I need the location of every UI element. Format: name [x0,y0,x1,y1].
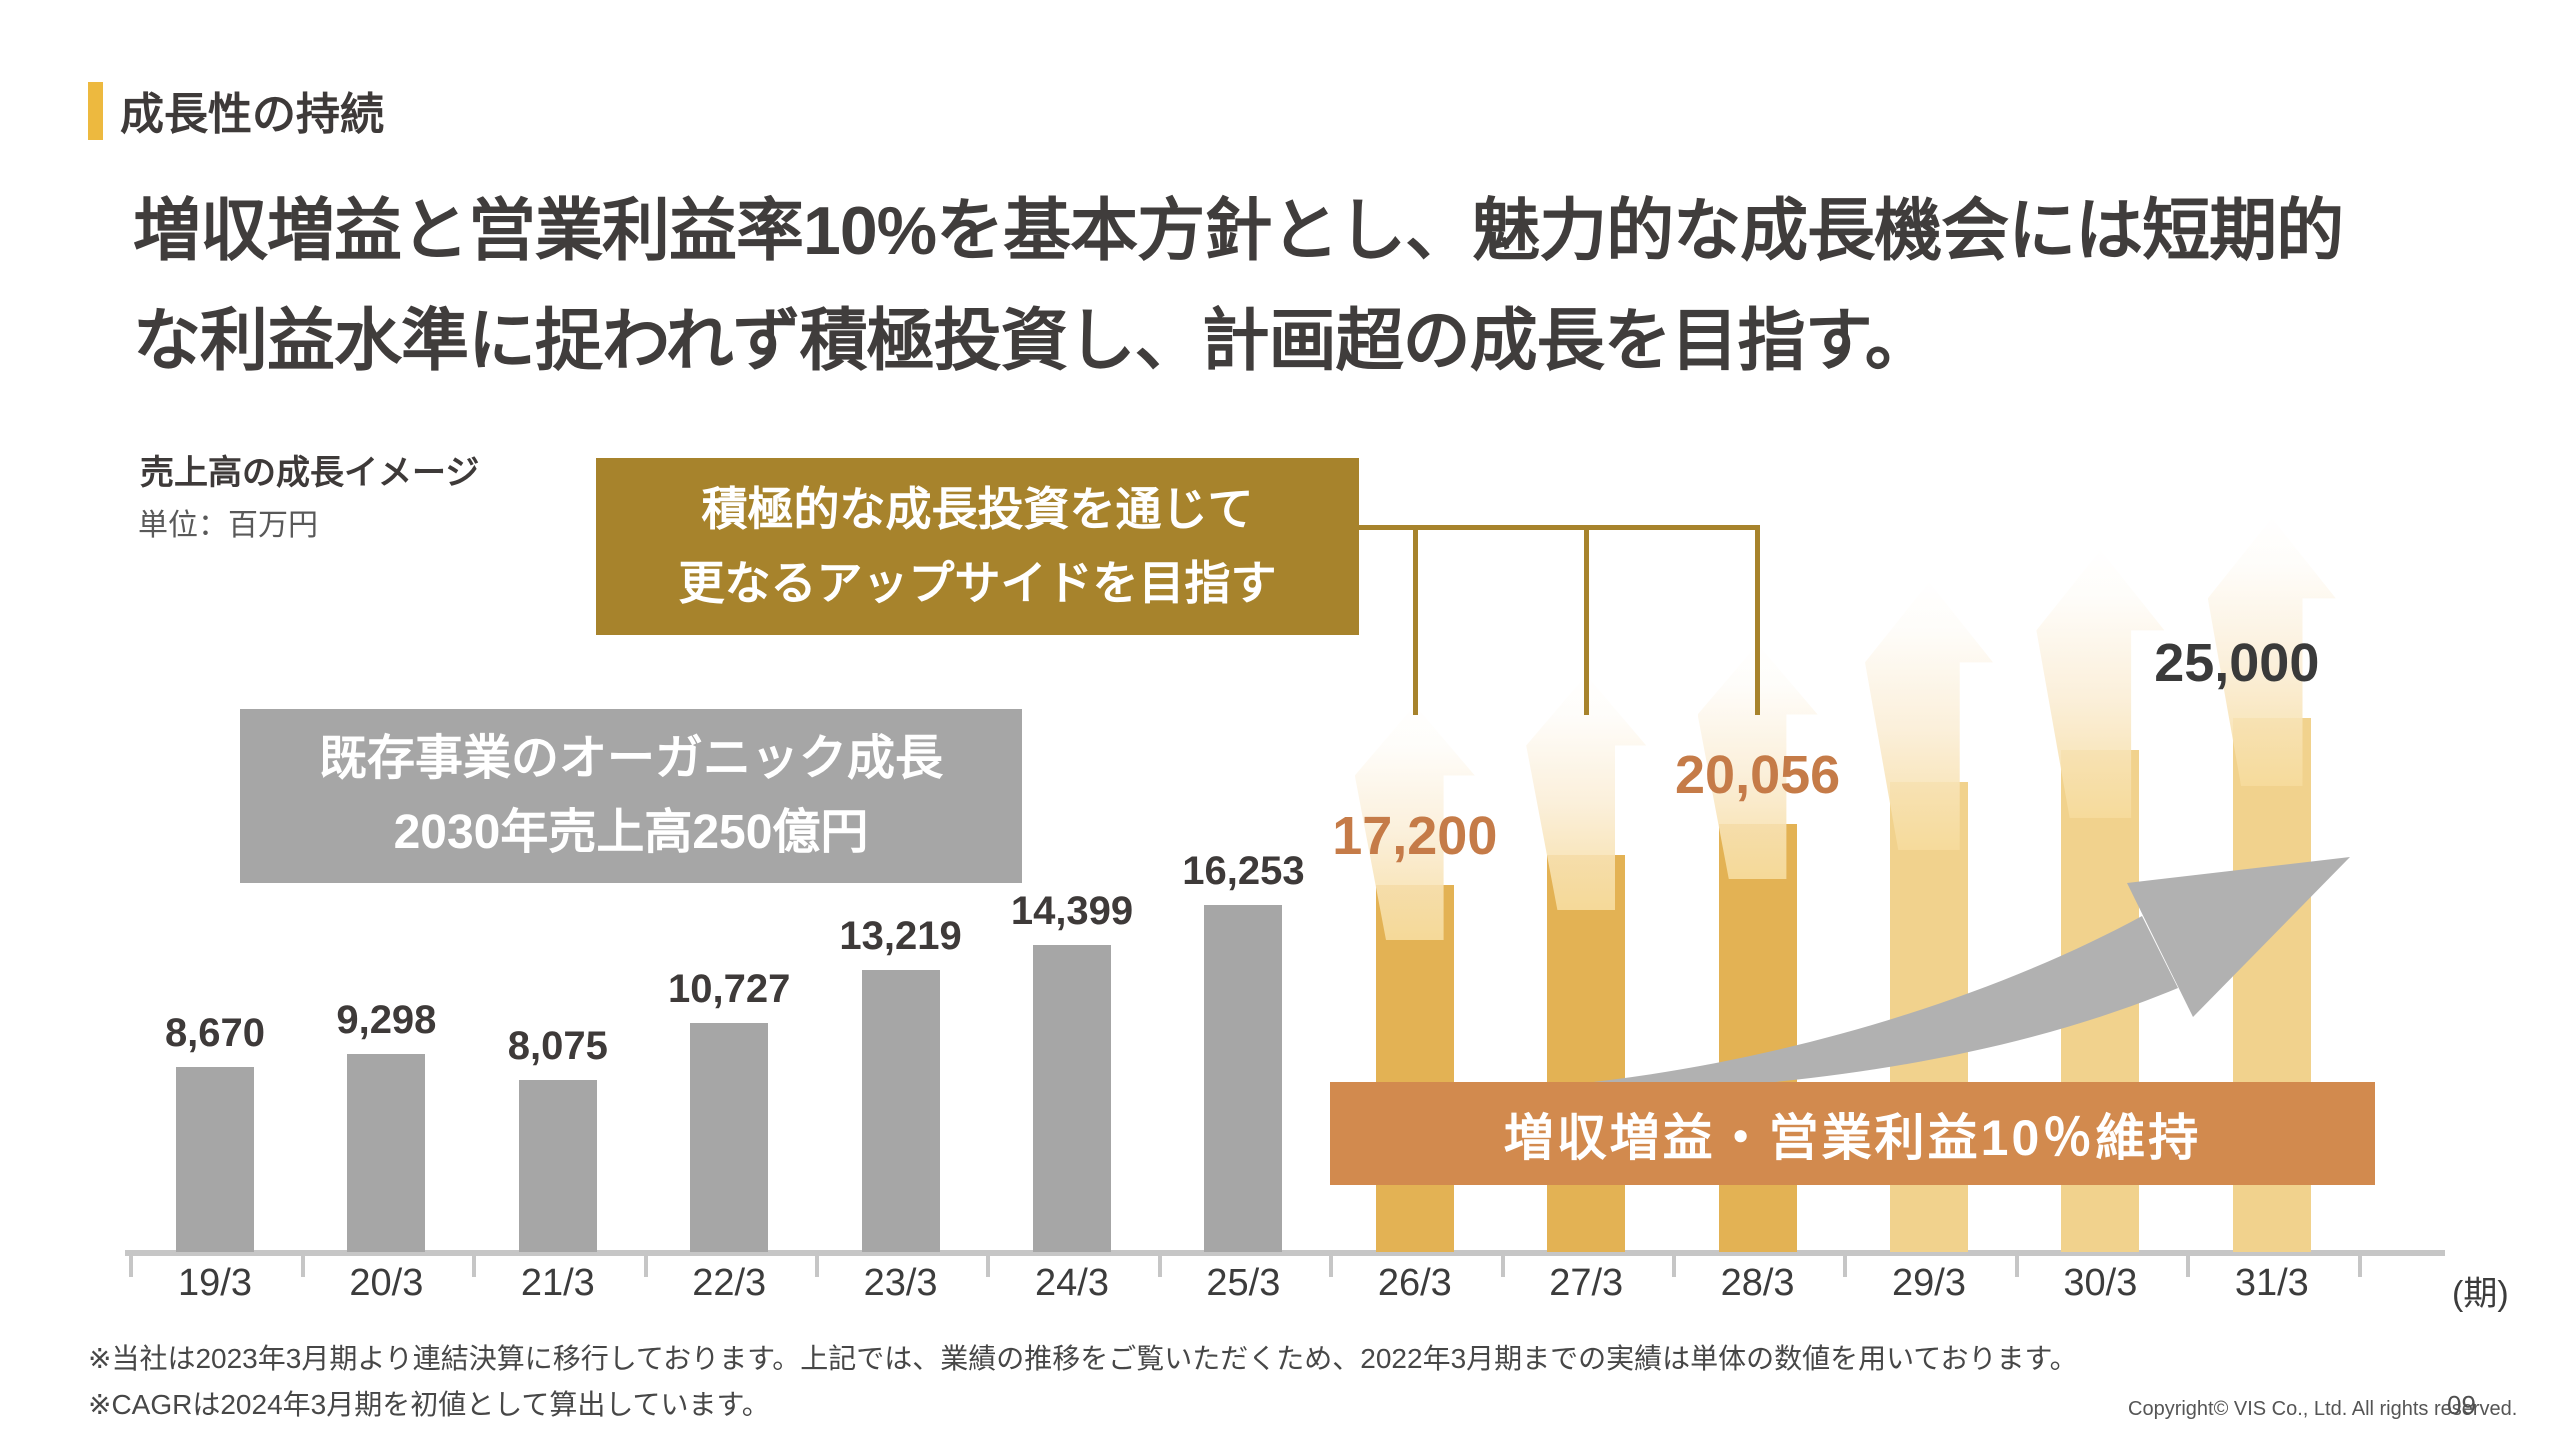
profit-banner: 増収増益・営業利益10％維持 [1330,1082,2375,1185]
bar-24/3 [1033,945,1111,1252]
axis-tick [1501,1256,1505,1277]
growth-up-arrow-icon [1865,582,1993,850]
bar-value-label-20/3: 9,298 [336,998,437,1042]
axis-tick [2186,1256,2190,1277]
axis-tick [1158,1256,1162,1277]
bar-value-label-28/3: 20,056 [1675,745,1841,805]
copyright-text: Copyright© VIS Co., Ltd. All rights rese… [2128,1398,2518,1420]
bar-26/3 [1375,885,1454,1252]
gold-callout-box: 積極的な成長投資を通じて 更なるアップサイドを目指す [596,458,1359,635]
chart-unit-label: 単位：百万円 [138,509,318,542]
axis-tick [1329,1256,1333,1277]
axis-tick [129,1256,133,1277]
callout-bracket-tick-1 [1413,525,1418,715]
bar-value-label-19/3: 8,670 [164,1011,266,1055]
axis-label-25/3: 25/3 [1206,1262,1281,1304]
axis-label-24/3: 24/3 [1035,1262,1109,1304]
bar-value-label-23/3: 13,219 [839,914,962,958]
bar-value-label-25/3: 16,253 [1182,849,1305,893]
bar-25/3 [1204,905,1283,1252]
bar-value-label-22/3: 10,727 [668,967,791,1011]
bar-27/3 [1547,855,1626,1252]
x-axis-line [125,1250,2445,1256]
footnote-2: ※CAGRは2024年3月期を初値として算出しています。 [88,1389,770,1420]
main-title-line-1: 増収増益と営業利益率10%を基本方針とし、魅力的な成長機会には短期的 [133,193,2344,269]
gray-callout-line-2: 2030年売上高250億円 [393,806,869,859]
axis-tick [644,1256,648,1277]
bar-value-label-24/3: 14,399 [1010,889,1134,933]
bar-value-label-31/3: 25,000 [2154,633,2320,693]
growth-swoosh-arrow-icon [1565,857,2350,1094]
axis-tick [2358,1256,2362,1277]
gold-callout-line-2: 更なるアップサイドを目指す [678,556,1277,609]
axis-tick [1843,1256,1847,1277]
callout-bracket-horizontal [1359,525,1760,530]
axis-label-31/3: 31/3 [2234,1262,2309,1304]
kicker-heading: 成長性の持続 [120,90,384,139]
bar-value-label-21/3: 8,075 [507,1024,608,1068]
gray-callout-box: 既存事業のオーガニック成長 2030年売上高250億円 [240,709,1022,883]
axis-label-20/3: 20/3 [349,1262,424,1304]
axis-label-23/3: 23/3 [863,1262,938,1304]
main-title-line-2: な利益水準に捉われず積極投資し、計画超の成長を目指す。 [133,303,1933,380]
axis-label-19/3: 19/3 [178,1262,252,1304]
footnote-1: ※当社は2023年3月期より連結決算に移行しております。上記では、業績の推移をご… [88,1343,2078,1374]
callout-bracket-tick-2 [1584,525,1589,715]
page-number: 09 [2447,1390,2476,1420]
bar-22/3 [690,1023,769,1252]
kicker-accent-bar [88,82,103,140]
axis-label-27/3: 27/3 [1549,1262,1624,1304]
gold-callout-line-1: 積極的な成長投資を通じて [701,482,1254,535]
axis-tick [2015,1256,2019,1277]
axis-tick [986,1256,990,1277]
axis-tick [1672,1256,1676,1277]
bar-23/3 [861,970,940,1252]
bar-19/3 [176,1067,254,1252]
x-axis-unit-label: (期) [2452,1275,2509,1313]
gray-callout-line-1: 既存事業のオーガニック成長 [318,731,943,785]
chart-title: 売上高の成長イメージ [140,454,480,492]
axis-label-22/3: 22/3 [692,1262,767,1304]
axis-label-21/3: 21/3 [520,1262,595,1304]
main-title: 増収増益と営業利益率10%を基本方針とし、魅力的な成長機会には短期的 な利益水準… [133,176,2344,396]
axis-tick [472,1256,476,1277]
callout-bracket-tick-3 [1755,525,1760,715]
axis-label-28/3: 28/3 [1720,1262,1795,1304]
bar-21/3 [518,1080,597,1252]
axis-tick [301,1256,305,1277]
axis-tick [815,1256,819,1277]
axis-label-30/3: 30/3 [2063,1262,2138,1304]
axis-label-26/3: 26/3 [1377,1262,1452,1304]
axis-label-29/3: 29/3 [1892,1262,1966,1304]
bar-20/3 [347,1054,426,1252]
bar-value-label-26/3: 17,200 [1332,806,1498,866]
